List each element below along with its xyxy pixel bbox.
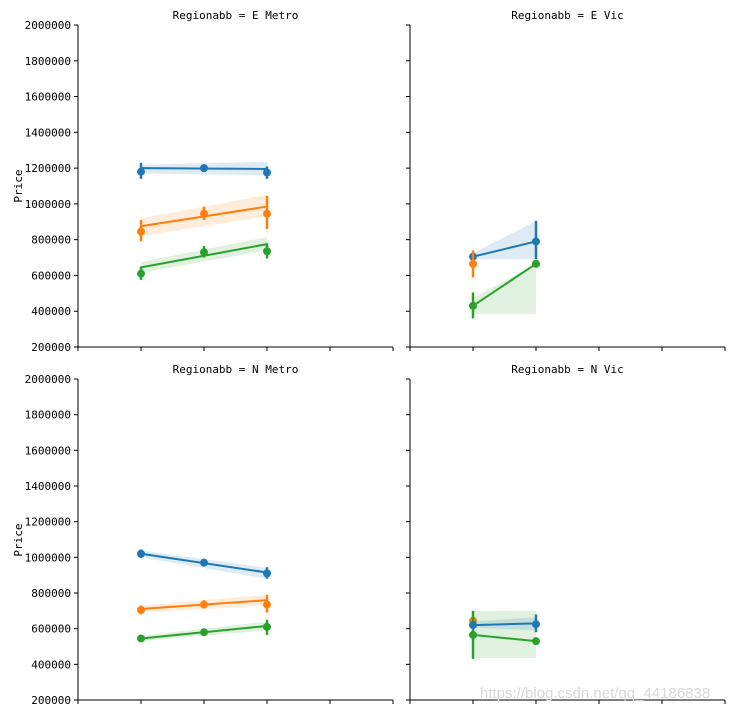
y-tick-label: 1600000 <box>25 444 71 457</box>
data-point-s3 <box>469 301 477 310</box>
data-point-s2 <box>263 600 271 609</box>
data-point-s2 <box>200 600 208 609</box>
data-point-s3 <box>532 259 540 268</box>
confidence-band-s1 <box>473 220 536 260</box>
y-tick-label: 800000 <box>31 234 71 247</box>
panel-title: Regionabb = N Metro <box>173 363 299 376</box>
data-point-s3 <box>263 247 271 256</box>
data-point-s1 <box>200 558 208 567</box>
data-point-s3 <box>263 622 271 631</box>
data-point-s2 <box>263 209 271 218</box>
data-point-s3 <box>137 634 145 643</box>
y-tick-label: 200000 <box>31 694 71 707</box>
y-tick-label: 1800000 <box>25 409 71 422</box>
y-tick-label: 1400000 <box>25 480 71 493</box>
data-point-s3 <box>532 637 540 646</box>
y-tick-label: 1800000 <box>25 55 71 68</box>
y-tick-label: 1000000 <box>25 198 71 211</box>
y-tick-label: 1400000 <box>25 126 71 139</box>
fit-line-s1 <box>472 240 537 258</box>
panel-title: Regionabb = N Vic <box>511 363 624 376</box>
confidence-band-s3 <box>473 263 536 314</box>
data-point-s1 <box>137 167 145 176</box>
y-tick-label: 1000000 <box>25 551 71 564</box>
y-tick-label: 400000 <box>31 658 71 671</box>
y-tick-label: 1200000 <box>25 162 71 175</box>
y-tick-label: 600000 <box>31 623 71 636</box>
data-point-s1 <box>532 620 540 629</box>
fit-line-s1 <box>472 622 537 627</box>
y-tick-label: 2000000 <box>25 19 71 32</box>
data-point-s1 <box>469 621 477 630</box>
data-point-s2 <box>137 227 145 236</box>
data-point-s2 <box>469 259 477 268</box>
fit-line-s3 <box>472 262 537 307</box>
panel-title: Regionabb = E Vic <box>511 9 624 22</box>
watermark: https://blog.csdn.net/qq_44186838 <box>480 685 710 702</box>
data-point-s2 <box>137 605 145 614</box>
data-point-s1 <box>263 569 271 578</box>
y-tick-label: 600000 <box>31 269 71 282</box>
confidence-band-s3 <box>473 610 536 659</box>
y-tick-label: 2000000 <box>25 373 71 386</box>
data-point-s1 <box>137 549 145 558</box>
data-point-s1 <box>200 164 208 173</box>
y-tick-label: 200000 <box>31 341 71 354</box>
data-point-s3 <box>137 269 145 278</box>
panel-title: Regionabb = E Metro <box>173 9 299 22</box>
data-point-s2 <box>200 209 208 218</box>
data-point-s1 <box>263 168 271 177</box>
y-tick-label: 1600000 <box>25 91 71 104</box>
data-point-s1 <box>532 237 540 246</box>
data-point-s3 <box>469 630 477 639</box>
y-tick-label: 1200000 <box>25 516 71 529</box>
y-tick-label: 400000 <box>31 305 71 318</box>
y-axis-label: Price <box>12 523 25 556</box>
y-axis-label: Price <box>12 169 25 202</box>
y-tick-label: 800000 <box>31 587 71 600</box>
data-point-s3 <box>200 248 208 257</box>
fit-line-s3 <box>472 633 537 643</box>
data-point-s3 <box>200 628 208 637</box>
